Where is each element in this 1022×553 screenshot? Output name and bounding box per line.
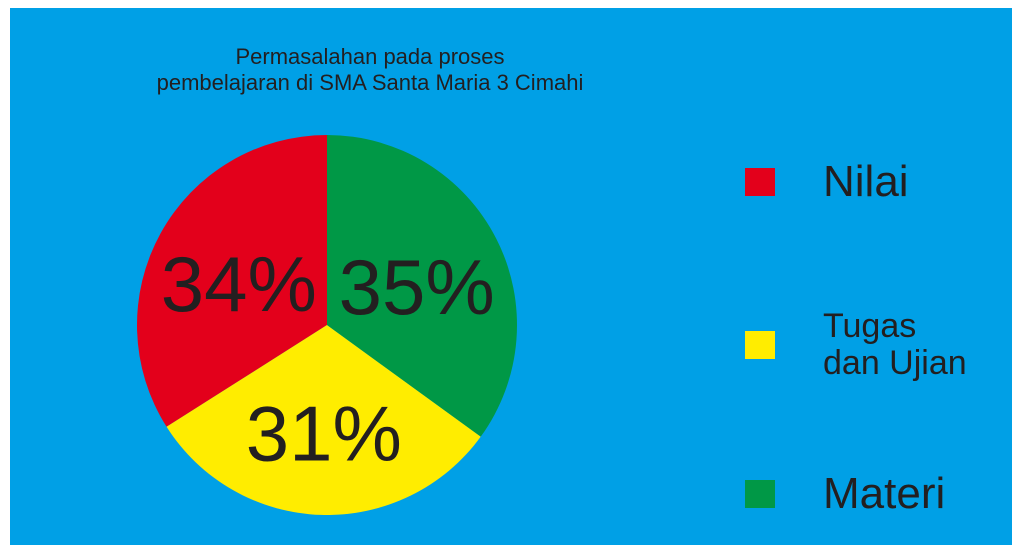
pie-chart: 34% 31% 35% [137,135,518,515]
chart-panel: Permasalahan pada proses pembelajaran di… [10,8,1012,545]
slice-label: 31% [246,389,402,477]
slice-label: 35% [339,243,495,331]
legend-swatch [745,331,775,360]
pie-slice [137,135,327,427]
pie-slice [327,135,518,437]
legend-item: Nilai [745,157,909,206]
legend-swatch [745,168,775,197]
legend-swatch [745,480,775,509]
legend-label: Tugas dan Ujian [823,307,967,383]
pie-slice [166,325,481,515]
slice-label: 34% [161,240,317,328]
legend-item: Tugas dan Ujian [745,307,967,383]
legend-label: Nilai [823,157,909,206]
legend-label: Materi [823,469,946,518]
chart-title: Permasalahan pada proses pembelajaran di… [156,44,584,95]
legend-item: Materi [745,469,946,518]
